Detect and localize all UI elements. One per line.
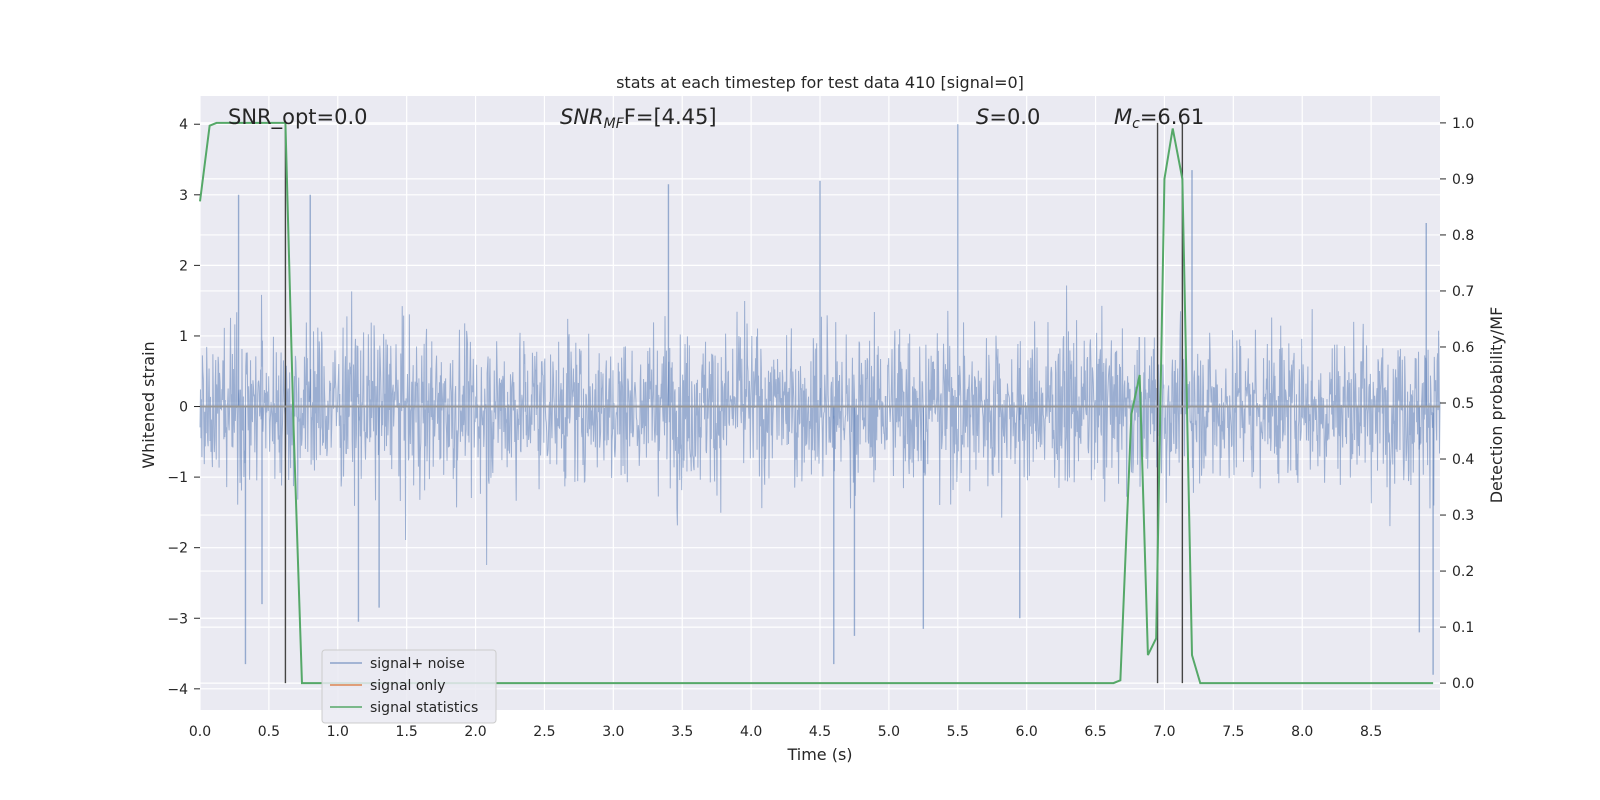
y2-tick-label: 0.8 [1452, 228, 1474, 244]
x-tick-label: 2.5 [533, 724, 555, 740]
legend-label-noise: signal+ noise [370, 656, 465, 672]
annotation-snr-mf-value: F=[4.45] [624, 105, 717, 129]
y2-tick-label: 0.5 [1452, 396, 1474, 412]
y2-tick-label: 0.0 [1452, 676, 1474, 692]
y2-tick-label: 0.6 [1452, 340, 1474, 356]
y2-tick-label: 0.9 [1452, 172, 1474, 188]
annotation-s-main: S [976, 105, 989, 129]
y2-tick-label: 1.0 [1452, 116, 1474, 132]
y2-tick-label: 0.4 [1452, 452, 1474, 468]
annotation-mc-sub: c [1132, 116, 1140, 132]
y2-axis-label: Detection probability/MF [1487, 307, 1506, 504]
x-tick-label: 3.5 [671, 724, 693, 740]
y-tick-label: 0 [179, 400, 188, 416]
annotation-mc: Mc=6.61 [1114, 105, 1204, 132]
x-axis-ticks: 0.0 0.5 1.0 1.5 2.0 2.5 3.0 3.5 4.0 4.5 5.0 5.5 6.0 6… [189, 724, 1382, 740]
x-tick-label: 6.5 [1084, 724, 1106, 740]
x-tick-label: 1.0 [327, 724, 349, 740]
x-tick-label: 0.5 [258, 724, 280, 740]
x-tick-label: 3.0 [602, 724, 624, 740]
y-tick-label: −4 [167, 682, 188, 698]
annotation-snr-opt: SNR_opt=0.0 [228, 105, 368, 130]
annotation-mc-value: =6.61 [1140, 105, 1204, 129]
annotation-snr-mf: SNRMFF=[4.45] [560, 105, 717, 132]
x-tick-label: 4.0 [740, 724, 762, 740]
y2-tick-label: 0.3 [1452, 508, 1474, 524]
annotation-snr-mf-sub: MF [604, 116, 625, 132]
x-tick-label: 4.5 [809, 724, 831, 740]
x-tick-label: 5.0 [878, 724, 900, 740]
y2-axis-ticks: 1.0 0.9 0.8 0.7 0.6 0.5 0.4 0.3 0.2 0.1 0.0 [1440, 116, 1474, 692]
statistics-line [199, 121, 1434, 685]
x-tick-label: 7.0 [1153, 724, 1175, 740]
y2-tick-label: 0.7 [1452, 284, 1474, 300]
y-tick-label: 1 [179, 329, 188, 345]
legend-box [321, 649, 497, 724]
annotation-s-value: =0.0 [989, 105, 1040, 129]
annotation-mc-main: M [1114, 105, 1132, 129]
x-tick-label: 8.5 [1360, 724, 1382, 740]
y-tick-label: 2 [179, 258, 188, 274]
y2-tick-label: 0.2 [1452, 564, 1474, 580]
y-tick-label: −1 [167, 470, 188, 486]
annotation-snr-mf-main: SNR [560, 105, 604, 129]
y-axis-ticks: 4 3 2 1 0 −1 −2 −3 −4 [167, 117, 200, 698]
y2-tick-label: 0.1 [1452, 620, 1474, 636]
y-axis-label: Whitened strain [139, 341, 158, 468]
y-tick-label: 3 [179, 188, 188, 204]
x-tick-label: 2.0 [464, 724, 486, 740]
chart-title: stats at each timestep for test data 410… [616, 73, 1024, 92]
x-axis-label: Time (s) [786, 745, 852, 764]
y-tick-label: 4 [179, 117, 188, 133]
x-tick-label: 1.5 [396, 724, 418, 740]
legend-label-signal-only: signal only [370, 678, 445, 694]
x-tick-label: 7.5 [1222, 724, 1244, 740]
legend: signal+ noise signal only signal statist… [321, 649, 497, 724]
annotation-s: S=0.0 [976, 105, 1040, 129]
legend-label-statistics: signal statistics [370, 700, 478, 716]
noise-trace [199, 124, 1441, 675]
y-tick-label: −2 [167, 541, 188, 557]
x-tick-label: 0.0 [189, 724, 211, 740]
x-tick-label: 6.0 [1016, 724, 1038, 740]
x-tick-label: 8.0 [1291, 724, 1313, 740]
x-tick-label: 5.5 [947, 724, 969, 740]
y-tick-label: −3 [167, 611, 188, 627]
